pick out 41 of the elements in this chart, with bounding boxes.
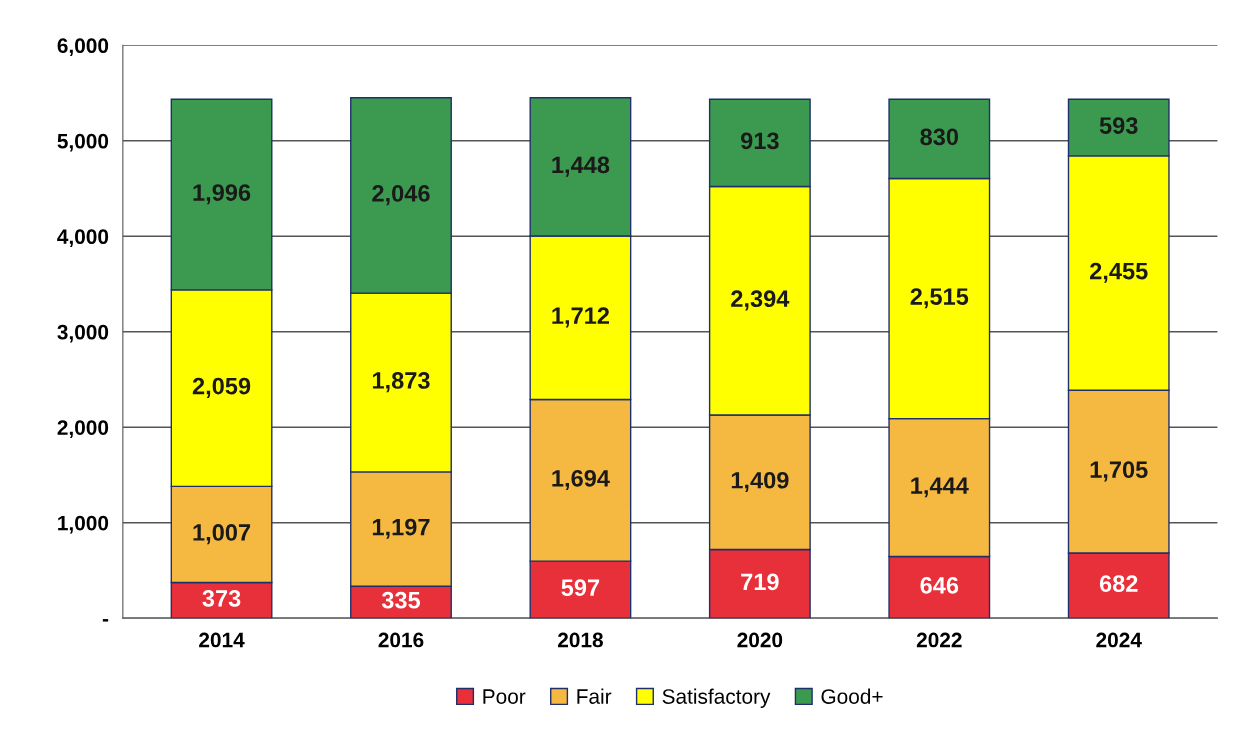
data-label: 719: [741, 573, 779, 591]
data-label: 1,448: [552, 156, 610, 177]
x-tick-label: 2018: [557, 632, 603, 648]
data-label: 1,197: [372, 518, 430, 539]
data-label: 597: [561, 579, 600, 597]
data-label: 1,409: [731, 471, 789, 493]
legend-label: Good+: [821, 688, 883, 704]
x-tick-label: 2014: [199, 632, 245, 648]
legend-label: Poor: [483, 689, 526, 704]
data-label: 2,394: [731, 290, 790, 311]
data-label: 1,996: [193, 184, 251, 205]
data-label: 2,059: [192, 377, 251, 398]
data-label: 682: [1099, 575, 1138, 592]
data-label: 1,694: [552, 469, 610, 491]
y-tick-label: 6,000: [57, 38, 109, 57]
y-tick-label: 3,000: [57, 324, 109, 343]
data-label: 1,705: [1090, 461, 1148, 482]
data-label: 1,873: [372, 372, 430, 393]
data-label: 1,007: [193, 524, 251, 545]
data-label: 830: [920, 128, 959, 146]
data-label: 1,444: [911, 477, 969, 498]
legend-label: Fair: [577, 688, 612, 704]
y-tick-label: 5,000: [57, 133, 109, 152]
data-label: 1,712: [552, 307, 610, 328]
data-label: 2,455: [1090, 262, 1148, 283]
data-label: 2,046: [372, 185, 430, 206]
y-tick-label: 1,000: [58, 515, 109, 534]
y-tick-label: 4,000: [57, 229, 109, 248]
data-label: 335: [381, 591, 421, 609]
data-label: 913: [740, 132, 779, 150]
x-tick-label: 2024: [1096, 632, 1142, 648]
x-tick-label: 2020: [737, 632, 783, 648]
data-label: 2,515: [910, 288, 969, 309]
x-tick-label: 2016: [378, 632, 424, 648]
data-label: 593: [1099, 117, 1138, 134]
data-label: 646: [920, 576, 959, 594]
x-tick-label: 2022: [916, 632, 962, 648]
y-tick-label: 2,000: [57, 420, 109, 438]
data-label: 373: [202, 589, 241, 607]
legend-label: Satisfactory: [662, 688, 771, 709]
y-tick-label: -: [102, 619, 109, 622]
